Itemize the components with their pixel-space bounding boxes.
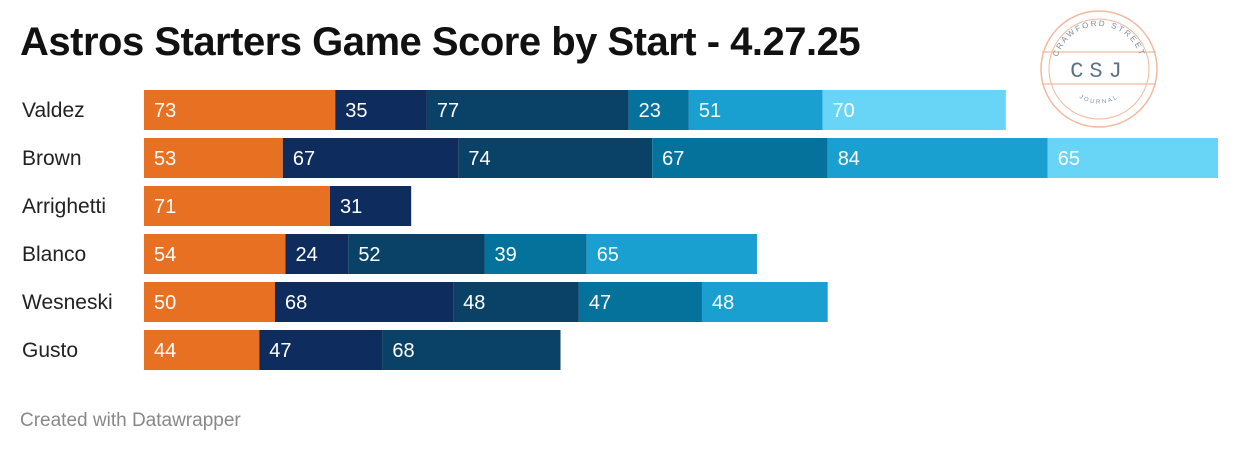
- data-label: 47: [269, 340, 291, 362]
- data-label: 65: [1058, 148, 1080, 170]
- bar-segment: [578, 282, 702, 322]
- data-label: 48: [463, 292, 485, 314]
- bar-segment: [144, 282, 275, 322]
- data-label: 74: [468, 148, 490, 170]
- data-label: 53: [154, 148, 176, 170]
- data-label: 71: [154, 196, 176, 218]
- data-label: 52: [358, 244, 380, 266]
- bar-segment: [335, 90, 427, 130]
- svg-text:JOURNAL: JOURNAL: [1078, 94, 1120, 105]
- data-label: 70: [832, 100, 854, 122]
- data-label: 77: [437, 100, 459, 122]
- data-label: 54: [154, 244, 176, 266]
- data-label: 73: [154, 100, 176, 122]
- bar-segment: [144, 138, 283, 178]
- bar-segment: [282, 138, 459, 178]
- footer-credit: Created with Datawrapper: [20, 410, 241, 431]
- bar-segment: [822, 90, 1006, 130]
- bar-segment: [144, 330, 260, 370]
- bar-segment: [586, 234, 757, 274]
- bar-segment: [144, 90, 336, 130]
- bar-segment: [144, 186, 330, 226]
- data-label: 44: [154, 340, 176, 362]
- data-label: 39: [495, 244, 517, 266]
- bar-segment: [688, 90, 823, 130]
- row-label: Arrighetti: [22, 195, 106, 218]
- logo-bottom-text: JOURNAL: [1078, 94, 1118, 105]
- data-label: 48: [712, 292, 734, 314]
- bar-segment: [827, 138, 1048, 178]
- bar-segment: [652, 138, 828, 178]
- bar-segment: [426, 90, 629, 130]
- row-label: Wesneski: [22, 291, 113, 314]
- logo-initials: CSJ: [1070, 59, 1128, 84]
- data-label: 67: [662, 148, 684, 170]
- bar-segment: [701, 282, 828, 322]
- csj-logo: CRAWFORD STREET CSJ JOURNAL: [1040, 10, 1158, 128]
- bar-segment: [1047, 138, 1218, 178]
- bar-segment: [484, 234, 587, 274]
- row-label: Brown: [22, 147, 82, 170]
- row-label: Gusto: [22, 339, 78, 362]
- data-label: 23: [639, 100, 661, 122]
- bar-segment: [285, 234, 349, 274]
- bar-segment: [628, 90, 689, 130]
- data-label: 31: [340, 196, 362, 218]
- data-label: 47: [589, 292, 611, 314]
- data-label: 68: [392, 340, 414, 362]
- data-label: 24: [295, 244, 317, 266]
- bar-segment: [458, 138, 653, 178]
- data-label: 51: [699, 100, 721, 122]
- row-label: Valdez: [22, 99, 85, 122]
- bar-segment: [144, 234, 286, 274]
- data-label: 50: [154, 292, 176, 314]
- data-label: 84: [838, 148, 860, 170]
- bar-segment: [259, 330, 383, 370]
- data-label: 68: [285, 292, 307, 314]
- data-label: 65: [597, 244, 619, 266]
- bar-segment: [274, 282, 454, 322]
- bar-segment: [348, 234, 485, 274]
- bar-segment: [329, 186, 412, 226]
- chart-title: Astros Starters Game Score by Start - 4.…: [20, 20, 861, 64]
- data-label: 35: [345, 100, 367, 122]
- row-label: Blanco: [22, 243, 86, 266]
- bar-segment: [453, 282, 579, 322]
- bar-segment: [382, 330, 561, 370]
- data-label: 67: [293, 148, 315, 170]
